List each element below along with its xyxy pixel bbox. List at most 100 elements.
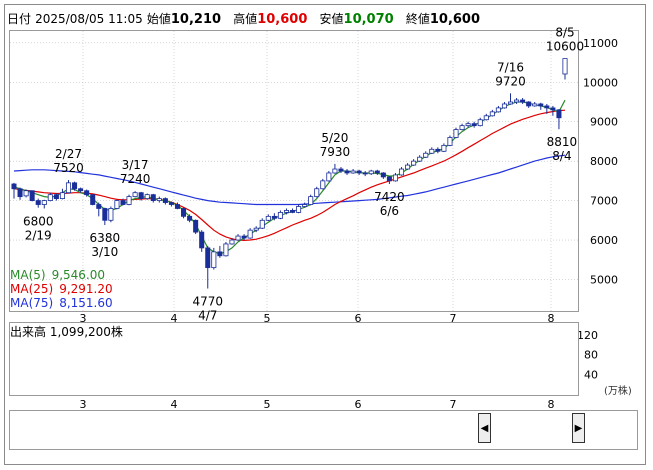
candle-up [411,160,417,166]
datetime-value: 2025/08/05 11:05 [35,12,143,26]
candle-up [417,156,423,162]
candle-up [314,188,320,198]
volume-y-tick-label: 80 [584,349,598,362]
x-tick-label: 8 [548,312,555,325]
open-value: 10,210 [170,12,222,27]
candle-down [386,176,392,182]
ma25-value: 9,291.20 [59,282,113,296]
price-panel[interactable] [9,30,579,312]
navigator-right-handle[interactable]: ▶ [572,413,585,443]
candle-up [253,227,259,231]
low-label: 安値 [319,12,344,26]
candle-down [35,200,41,205]
ma25-legend: MA(25) 9,291.20 [10,282,113,296]
annotation-date: 8/5 [555,26,574,40]
candle-down [290,210,296,213]
volume-x-tick-label: 4 [171,398,178,411]
candle-up [398,168,405,176]
ma75-value: 8,151.60 [59,296,113,310]
candle-down [538,103,544,107]
candle-down [72,182,78,190]
candle-down [526,101,532,107]
candle-up [156,198,162,201]
annotation-date: 4/7 [198,309,217,323]
candle-down [435,148,441,152]
candle-up [126,196,132,205]
x-tick-label: 4 [171,312,178,325]
volume-y-tick-label: 120 [577,329,598,342]
candle-down [150,194,156,201]
ma5-legend: MA(5) 9,546.00 [10,268,105,282]
candle-down [120,200,126,205]
candle-up [259,219,265,229]
annotation-date: 3/17 [122,158,149,172]
candle-up [350,170,356,174]
candle-down [362,172,368,175]
annotation-value: 4770 [192,295,223,309]
candle-up [507,101,514,105]
annotation-date: 3/10 [91,245,118,259]
annotation-value: 6380 [90,231,121,245]
candle-down [193,219,199,233]
y-tick-label: 8000 [590,155,618,168]
candle-down [556,109,562,119]
annotation-value: 9720 [495,74,526,88]
candle-down [338,168,344,172]
candle-down [271,215,277,219]
high-value: 10,600 [257,12,308,27]
candle-up [235,235,241,241]
x-tick-label: 5 [264,312,271,325]
candle-up [23,190,29,197]
candle-up [423,152,429,158]
candle-down [174,204,181,209]
candle-down [181,208,187,217]
ma75-legend: MA(75) 8,151.60 [10,296,113,310]
candle-down [29,190,35,201]
candle-up [459,125,465,130]
ma75-label: MA(75) [10,296,54,310]
candle-up [296,206,302,213]
y-tick-label: 5000 [590,273,618,286]
candle-up [229,239,235,245]
candle-up [326,172,332,182]
annotation-value: 6800 [23,214,54,228]
annotation-date: 6/6 [380,204,399,218]
volume-panel[interactable] [9,322,579,396]
volume-x-tick-label: 3 [80,398,87,411]
annotation-value: 7420 [374,190,405,204]
candle-down [96,204,102,209]
y-tick-label: 9000 [590,116,618,129]
candle-up [477,119,483,127]
candle-up [441,144,447,152]
candle-up [108,208,114,221]
annotation-value: 7240 [120,172,151,186]
candle-up [532,103,538,107]
candle-up [59,192,65,200]
quote-header: 日付 2025/08/05 11:05 始値10,210 高値10,600 安値… [7,10,480,27]
candle-up [562,58,568,75]
navigator-panel[interactable] [9,410,638,450]
candle-up [223,243,229,257]
navigator-left-handle[interactable]: ◀ [478,413,491,443]
annotation-date: 5/20 [321,131,348,145]
candle-down [217,251,223,257]
candle-up [489,111,495,117]
volume-x-tick-label: 7 [450,398,457,411]
annotation-value: 7520 [53,161,84,175]
annotation-value: 10600 [546,40,584,54]
candle-up [514,99,520,103]
candle-up [247,229,253,239]
candle-up [211,251,217,269]
candle-up [501,103,507,109]
annotation-value: 7930 [320,145,351,159]
x-tick-label: 7 [450,312,457,325]
candle-down [205,247,211,269]
low-value: 10,070 [343,12,394,27]
x-tick-label: 6 [355,312,362,325]
candle-up [392,174,398,182]
candle-up [65,182,72,194]
candle-up [302,204,308,207]
ma5-value: 9,546.00 [51,268,105,282]
candle-up [465,123,471,127]
